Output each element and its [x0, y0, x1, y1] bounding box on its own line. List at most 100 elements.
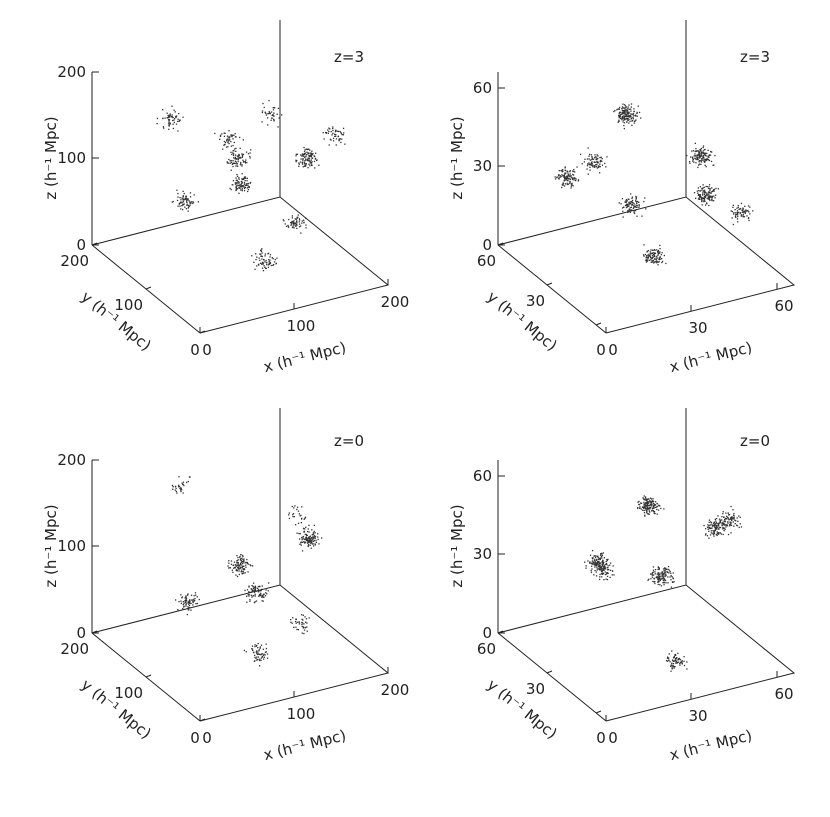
particle-point	[671, 662, 673, 664]
particle-point	[262, 262, 264, 264]
particle-point	[636, 206, 638, 208]
particle-point	[742, 211, 745, 213]
particle-point	[721, 525, 723, 527]
particle-point	[182, 481, 185, 483]
x-axis-label: x (h⁻¹ Mpc)	[668, 338, 754, 376]
particle-point	[643, 495, 645, 497]
y-tick-label: 100	[114, 296, 143, 314]
y-tick-label: 0	[190, 341, 200, 359]
particle-point	[581, 163, 583, 165]
particle-point	[219, 138, 221, 140]
particle-point	[240, 157, 242, 159]
particle-point	[708, 154, 710, 156]
x-tick-label: 200	[381, 681, 410, 699]
particle-point	[302, 158, 304, 160]
particle-point	[232, 184, 234, 186]
z-tick-label: 0	[76, 624, 86, 642]
particle-point	[607, 565, 609, 567]
particle-point	[184, 206, 186, 208]
particle-point	[613, 110, 615, 113]
particle-point	[180, 600, 182, 602]
particle-point	[734, 523, 736, 525]
particle-point	[638, 111, 641, 114]
particle-point	[702, 157, 704, 159]
particle-point	[629, 201, 631, 203]
particle-point	[224, 132, 226, 134]
particle-point	[622, 117, 624, 119]
particle-point	[564, 166, 566, 168]
particle-point	[697, 192, 699, 194]
particle-point	[270, 119, 272, 121]
particle-point	[247, 571, 249, 573]
particle-point	[631, 124, 633, 126]
particle-point	[645, 502, 647, 504]
particle-point	[236, 179, 238, 181]
particle-point	[627, 111, 629, 113]
particle-point	[251, 584, 253, 587]
particle-point	[652, 500, 655, 503]
particle-point	[226, 135, 229, 137]
tick-marks	[91, 459, 389, 722]
particle-point	[711, 197, 713, 199]
particle-point	[686, 154, 688, 157]
particle-point	[624, 112, 626, 114]
particle-point	[732, 204, 734, 206]
particle-point	[240, 571, 242, 573]
particle-point	[570, 175, 572, 177]
particle-point	[704, 158, 706, 160]
particle-point	[702, 192, 704, 194]
particle-point	[695, 150, 697, 153]
particle-point	[223, 144, 225, 146]
particle-point	[698, 151, 700, 154]
particle-point	[691, 150, 693, 152]
particle-point	[331, 134, 333, 136]
particle-point	[175, 123, 178, 125]
particle-point	[228, 562, 230, 564]
particle-point	[255, 651, 257, 653]
particle-point	[277, 107, 280, 109]
particle-point	[334, 133, 336, 135]
particle-point	[629, 115, 631, 117]
particle-point	[311, 534, 313, 536]
particle-point	[673, 656, 676, 658]
particle-point	[189, 192, 192, 194]
particle-point	[332, 127, 334, 130]
particle-point	[722, 524, 725, 526]
particle-point	[740, 202, 743, 205]
particle-point	[667, 571, 669, 573]
particle-point	[263, 658, 265, 660]
particle-point	[240, 564, 242, 566]
particle-point	[261, 258, 263, 260]
particle-point	[667, 656, 669, 658]
particle-point	[745, 211, 747, 213]
particle-point	[733, 515, 735, 517]
particle-point	[629, 120, 631, 122]
particle-point	[291, 622, 293, 624]
particle-point	[587, 173, 589, 175]
particle-point	[273, 118, 275, 120]
particle-point	[679, 664, 681, 666]
particle-point	[591, 161, 593, 163]
particle-point	[196, 596, 198, 598]
particle-point	[629, 209, 631, 211]
particle-point	[292, 221, 294, 223]
particle-point	[623, 115, 626, 118]
particle-point	[736, 210, 739, 212]
particle-point	[621, 198, 624, 200]
particle-point	[735, 216, 737, 219]
particle-point	[185, 195, 187, 197]
particle-point	[695, 197, 697, 199]
particle-point	[593, 574, 595, 576]
particle-point	[703, 193, 706, 196]
particle-point	[696, 156, 698, 159]
particle-point	[665, 568, 667, 570]
particle-point	[235, 158, 237, 160]
particle-point	[638, 204, 640, 206]
particle-point	[706, 197, 708, 200]
particle-point	[702, 146, 704, 149]
particle-point	[663, 584, 665, 586]
particle-point	[288, 512, 290, 514]
particle-point	[257, 642, 259, 645]
particle-point	[619, 117, 621, 119]
particle-point	[622, 121, 624, 123]
